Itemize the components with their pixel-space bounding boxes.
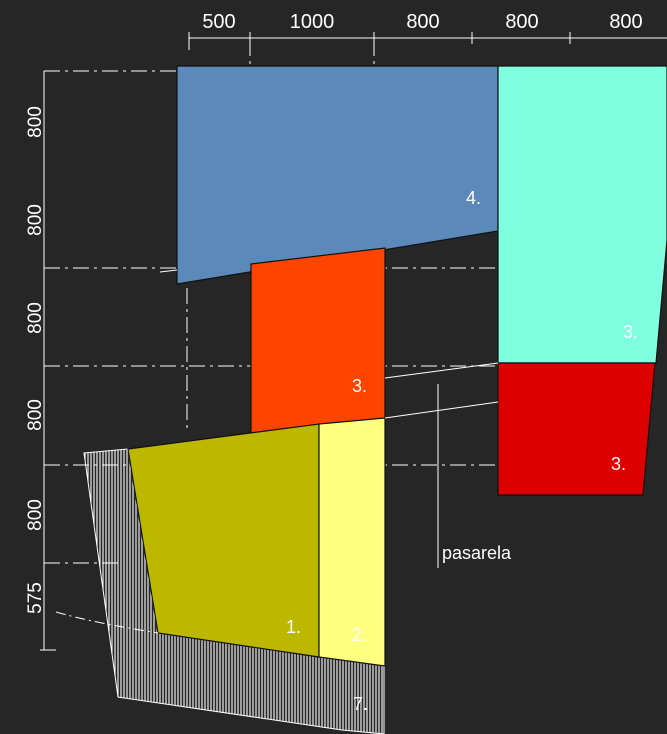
zone-label-7: 7. <box>353 694 368 714</box>
zone-label-4: 4. <box>466 188 481 208</box>
left-dimension-labels: 800 800 800 800 800 575 <box>25 106 46 614</box>
top-dim-4: 800 <box>505 11 538 33</box>
top-dim-1: 500 <box>202 11 235 33</box>
zone-3-cyan <box>497 65 667 364</box>
zone-label-3-cyan: 3. <box>623 322 638 342</box>
zone-label-2: 2. <box>352 625 367 645</box>
zone-label-3-red: 3. <box>611 454 626 474</box>
zone-label-3-orange: 3. <box>352 376 367 396</box>
left-dim-6: 575 <box>25 582 46 614</box>
left-dim-4: 800 <box>25 399 46 431</box>
top-dimension-line <box>188 32 667 50</box>
pasarela-label: pasarela <box>442 543 512 563</box>
connector-lines <box>55 269 499 634</box>
left-dim-1: 800 <box>25 106 46 138</box>
top-dim-5: 800 <box>609 11 642 33</box>
zone-3-orange <box>250 247 386 434</box>
top-dim-3: 800 <box>406 11 439 33</box>
left-dim-2: 800 <box>25 204 46 236</box>
left-dim-5: 800 <box>25 499 46 531</box>
zone-label-1: 1. <box>286 617 301 637</box>
top-dimension-labels: 500 1000 800 800 800 <box>202 11 642 33</box>
zone-4-blue <box>176 65 499 285</box>
left-dim-3: 800 <box>25 302 46 334</box>
top-dim-2: 1000 <box>290 11 335 33</box>
left-dimension-line <box>40 71 56 651</box>
zone-3-red <box>497 362 656 496</box>
zone-2-pale-yellow <box>318 417 386 667</box>
